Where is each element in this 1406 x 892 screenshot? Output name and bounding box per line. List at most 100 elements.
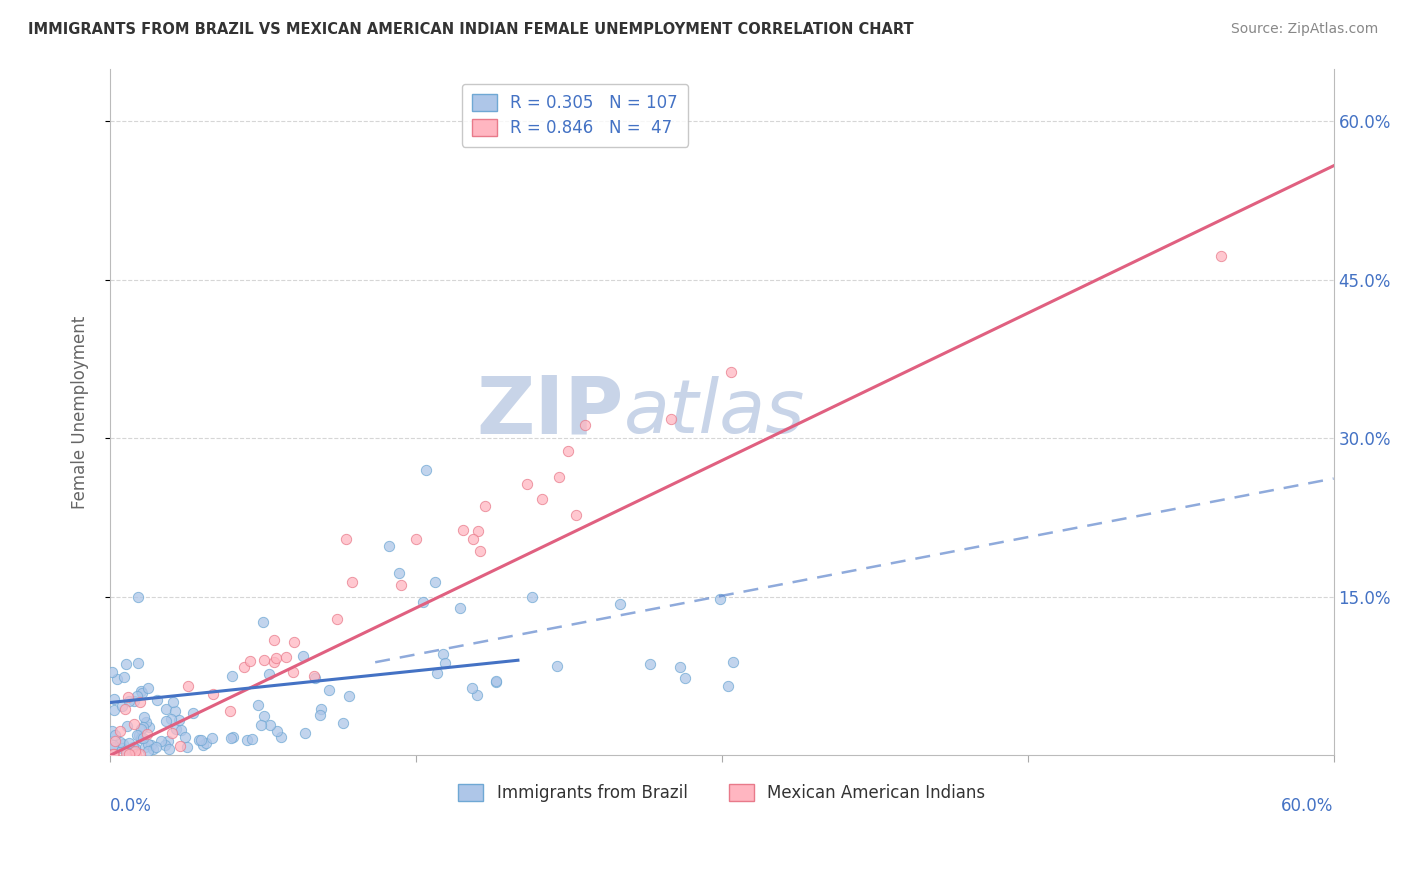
Legend: Immigrants from Brazil, Mexican American Indians: Immigrants from Brazil, Mexican American… [451, 777, 993, 809]
Point [159, 712, 181, 726]
Point [720, 365, 742, 379]
Point [142, 742, 165, 756]
Point [110, 734, 132, 748]
Point [169, 739, 191, 753]
Point [516, 477, 538, 491]
Point [131, 722, 153, 736]
Point [176, 740, 198, 755]
Point [134, 740, 156, 755]
Point [673, 671, 696, 685]
Point [425, 574, 447, 589]
Point [717, 679, 740, 693]
Point [111, 741, 134, 756]
Point [124, 744, 146, 758]
Point [219, 731, 242, 746]
Point [219, 704, 242, 718]
Text: 60.0%: 60.0% [1281, 797, 1334, 814]
Point [332, 715, 354, 730]
Point [112, 670, 135, 684]
Point [461, 681, 484, 695]
Point [165, 722, 187, 736]
Point [557, 443, 579, 458]
Point [274, 649, 297, 664]
Point [112, 737, 135, 751]
Point [709, 592, 731, 607]
Point [342, 575, 364, 590]
Point [221, 669, 243, 683]
Point [181, 706, 204, 720]
Point [425, 665, 447, 680]
Point [155, 714, 177, 728]
Point [131, 731, 153, 745]
Point [127, 656, 149, 670]
Point [239, 654, 262, 668]
Point [484, 675, 506, 690]
Point [326, 612, 349, 626]
Point [388, 566, 411, 580]
Point [546, 658, 568, 673]
Point [270, 730, 292, 744]
Point [104, 728, 127, 742]
Point [105, 672, 128, 686]
Point [233, 659, 256, 673]
Point [134, 710, 156, 724]
Point [114, 702, 136, 716]
Point [108, 724, 131, 739]
Point [127, 728, 149, 742]
Point [170, 723, 193, 737]
Point [337, 690, 360, 704]
Point [145, 739, 167, 754]
Point [163, 704, 186, 718]
Point [162, 695, 184, 709]
Y-axis label: Female Unemployment: Female Unemployment [72, 315, 89, 508]
Point [122, 717, 145, 731]
Point [138, 720, 160, 734]
Point [253, 653, 276, 667]
Point [136, 738, 159, 752]
Point [309, 707, 332, 722]
Point [127, 590, 149, 604]
Point [449, 601, 471, 615]
Point [118, 694, 141, 708]
Point [463, 532, 485, 546]
Point [465, 688, 488, 702]
Point [118, 736, 141, 750]
Point [565, 508, 588, 523]
Point [177, 680, 200, 694]
Point [155, 702, 177, 716]
Point [103, 703, 125, 717]
Point [201, 731, 224, 745]
Point [129, 731, 152, 745]
Point [131, 686, 153, 700]
Point [103, 747, 125, 762]
Point [721, 655, 744, 669]
Point [136, 681, 159, 695]
Point [122, 745, 145, 759]
Point [415, 463, 437, 477]
Point [318, 683, 340, 698]
Point [638, 657, 661, 671]
Point [302, 669, 325, 683]
Point [118, 747, 141, 762]
Point [467, 524, 489, 539]
Point [221, 730, 243, 744]
Point [451, 523, 474, 537]
Point [389, 577, 412, 591]
Point [146, 693, 169, 707]
Point [283, 665, 305, 679]
Point [160, 726, 183, 740]
Point [433, 657, 456, 671]
Point [101, 724, 124, 739]
Text: ZIP: ZIP [477, 373, 624, 451]
Point [129, 683, 152, 698]
Point [257, 666, 280, 681]
Point [609, 597, 631, 611]
Point [104, 734, 127, 748]
Point [101, 738, 124, 752]
Point [139, 739, 162, 753]
Point [125, 747, 148, 762]
Point [468, 543, 491, 558]
Text: IMMIGRANTS FROM BRAZIL VS MEXICAN AMERICAN INDIAN FEMALE UNEMPLOYMENT CORRELATIO: IMMIGRANTS FROM BRAZIL VS MEXICAN AMERIC… [28, 22, 914, 37]
Point [101, 665, 124, 680]
Point [294, 726, 316, 740]
